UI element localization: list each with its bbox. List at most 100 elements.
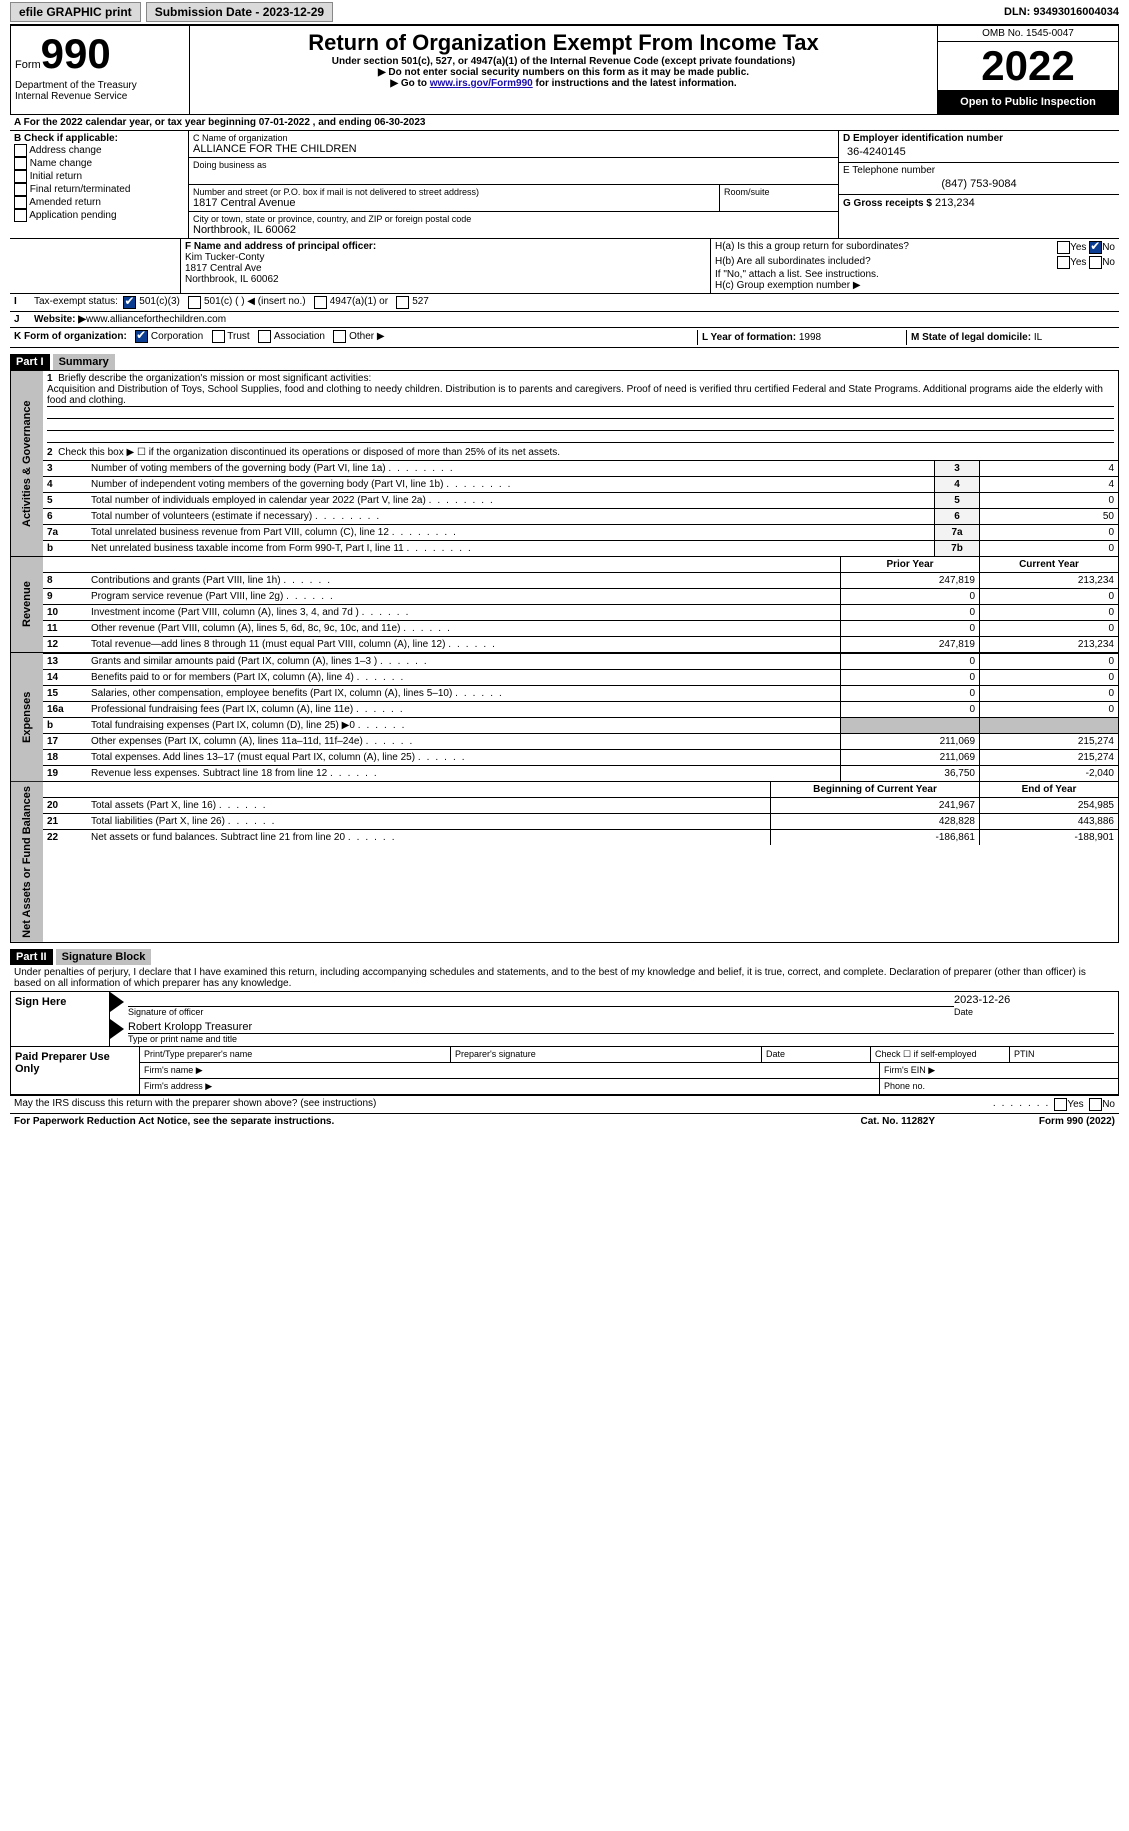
arrow-icon [110,992,124,1012]
sig-name: Robert Krolopp Treasurer [128,1021,1114,1034]
gov-row: 6 Total number of volunteers (estimate i… [43,508,1118,524]
vlabel-net: Net Assets or Fund Balances [11,782,43,942]
section-i: I Tax-exempt status: 501(c)(3) 501(c) ( … [10,293,1119,312]
date-lbl: Date [954,1007,1114,1017]
c-city: Northbrook, IL 60062 [193,224,834,236]
part1-title: Summary [53,354,115,370]
j-lbl: Website: ▶ [34,314,86,325]
a-label: A For the 2022 calendar year, or tax yea… [14,117,259,128]
sig-date: 2023-12-26 [954,994,1114,1007]
k-lbl: K Form of organization: [14,331,127,342]
l2: Check this box ▶ ☐ if the organization d… [58,447,560,458]
money-row: 15 Salaries, other compensation, employe… [43,685,1118,701]
hbno: If "No," attach a list. See instructions… [715,269,1115,280]
dept-label: Department of the Treasury [15,80,185,91]
b-opt: Amended return [29,197,101,208]
money-row: 10 Investment income (Part VIII, column … [43,604,1118,620]
money-row: 13 Grants and similar amounts paid (Part… [43,653,1118,669]
vlabel-activities: Activities & Governance [11,371,43,556]
c-name-lbl: C Name of organization [193,133,834,143]
gov-row: b Net unrelated business taxable income … [43,540,1118,556]
k-opt: Corporation [151,331,203,342]
money-row: 18 Total expenses. Add lines 13–17 (must… [43,749,1118,765]
paperwork: For Paperwork Reduction Act Notice, see … [14,1116,861,1127]
k-opt: Trust [227,331,249,342]
pp-print: Print/Type preparer's name [140,1047,450,1062]
f-lbl: F Name and address of principal officer: [185,241,706,252]
submission-button[interactable]: Submission Date - 2023-12-29 [146,2,333,22]
part2-header: Part II Signature Block [10,943,1119,965]
part2-title: Signature Block [56,949,152,965]
b-opt: Name change [30,158,92,169]
irs-link[interactable]: www.irs.gov/Form990 [430,78,533,89]
gov-row: 5 Total number of individuals employed i… [43,492,1118,508]
hdr-prior: Prior Year [840,557,979,572]
money-row: 22 Net assets or fund balances. Subtract… [43,829,1118,845]
section-c: C Name of organization ALLIANCE FOR THE … [189,131,838,238]
dln-label: DLN: 93493016004034 [1004,6,1119,18]
pp-firm-name: Firm's name ▶ [140,1063,879,1078]
money-row: 16a Professional fundraising fees (Part … [43,701,1118,717]
f-addr: 1817 Central Ave [185,263,706,274]
gov-row: 7a Total unrelated business revenue from… [43,524,1118,540]
i-opt: 501(c)(3) [139,296,180,309]
hdr-end: End of Year [979,782,1118,797]
b-opt: Initial return [30,171,82,182]
sub1: Under section 501(c), 527, or 4947(a)(1)… [194,56,933,67]
e-phone: (847) 753-9084 [843,176,1115,192]
pp-firm-addr: Firm's address ▶ [140,1079,879,1094]
sig-officer-lbl: Signature of officer [128,1007,954,1017]
form-number: 990 [41,30,111,77]
form-header: Form990 Department of the Treasury Inter… [10,25,1119,115]
pp-date: Date [761,1047,870,1062]
no: No [1102,1099,1115,1110]
l1: Briefly describe the organization's miss… [58,373,371,384]
irs-label: Internal Revenue Service [15,91,185,102]
money-row: 17 Other expenses (Part IX, column (A), … [43,733,1118,749]
b-opt: Address change [29,145,101,156]
i-lbl: Tax-exempt status: [34,296,118,309]
form-word: Form [15,59,41,71]
pp-ptin: PTIN [1009,1047,1118,1062]
no: No [1102,242,1115,253]
vlabel-expenses: Expenses [11,653,43,781]
i-opt: 527 [412,296,429,309]
yes: Yes [1070,257,1086,268]
sub3-post: for instructions and the latest informat… [536,78,737,89]
m-val: IL [1034,332,1042,343]
b-opt: Application pending [29,210,116,221]
paid-preparer: Paid Preparer Use Only [11,1047,139,1094]
money-row: 8 Contributions and grants (Part VIII, l… [43,572,1118,588]
hc: H(c) Group exemption number ▶ [715,280,1115,291]
g-lbl: G Gross receipts $ [843,198,932,209]
f-city: Northbrook, IL 60062 [185,274,706,285]
c-addr-lbl: Number and street (or P.O. box if mail i… [193,187,715,197]
b-opt: Final return/terminated [30,184,131,195]
a-mid: , and ending [313,117,375,128]
money-row: 14 Benefits paid to or for members (Part… [43,669,1118,685]
sig-declaration: Under penalties of perjury, I declare th… [10,965,1119,991]
arrow-icon [110,1019,124,1039]
money-row: 21 Total liabilities (Part X, line 26) .… [43,813,1118,829]
efile-button[interactable]: efile GRAPHIC print [10,2,141,22]
type-lbl: Type or print name and title [128,1034,1114,1044]
pp-self: Check ☐ if self-employed [870,1047,1009,1062]
cat: Cat. No. 11282Y [861,1116,935,1127]
yes: Yes [1070,242,1086,253]
footer-form: Form 990 (2022) [935,1116,1115,1127]
hdr-curr: Current Year [979,557,1118,572]
sign-here: Sign Here [11,992,109,1046]
discuss: May the IRS discuss this return with the… [14,1098,993,1111]
l-lbl: L Year of formation: [702,332,799,343]
c-dba-lbl: Doing business as [193,160,834,170]
b-title: B Check if applicable: [14,133,184,144]
j-val: www.allianceforthechildren.com [86,314,226,325]
gov-row: 3 Number of voting members of the govern… [43,460,1118,476]
gov-row: 4 Number of independent voting members o… [43,476,1118,492]
tax-year: 2022 [938,42,1118,90]
money-row: 11 Other revenue (Part VIII, column (A),… [43,620,1118,636]
section-klm: K Form of organization: Corporation Trus… [10,328,1119,348]
yes: Yes [1067,1099,1083,1110]
c-name: ALLIANCE FOR THE CHILDREN [193,143,834,155]
c-addr: 1817 Central Avenue [193,197,715,209]
